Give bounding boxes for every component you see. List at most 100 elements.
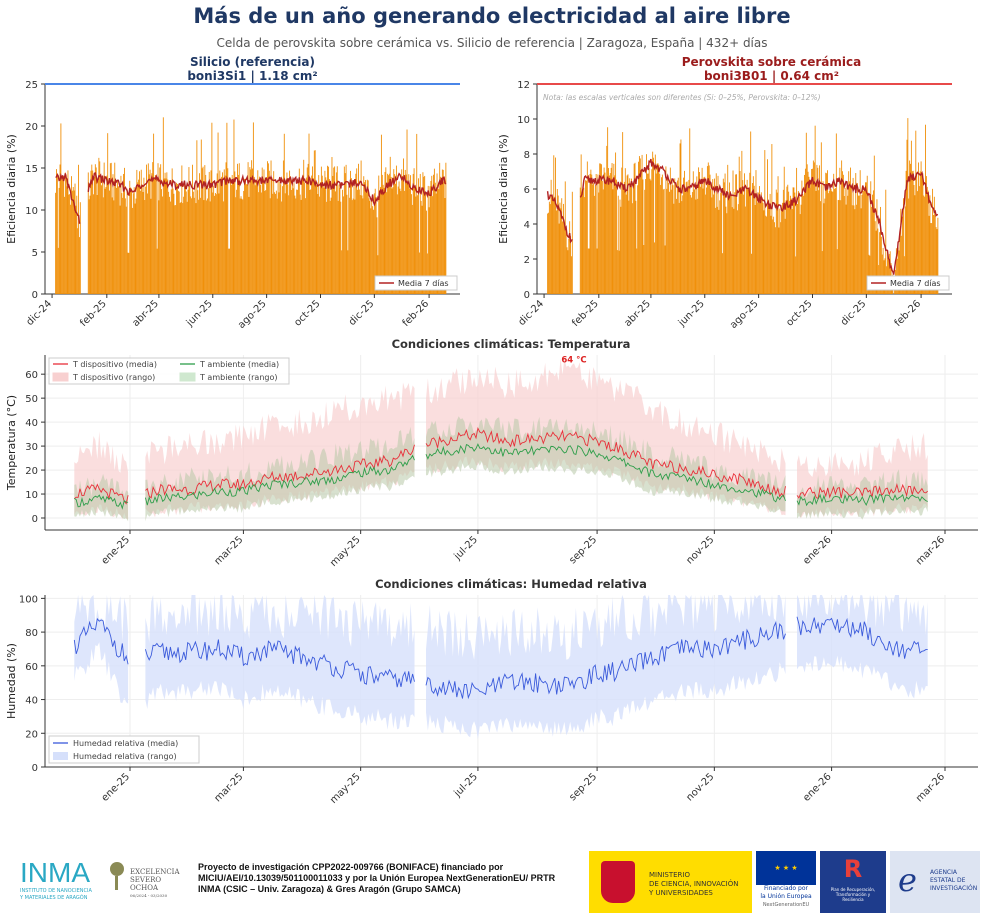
daily-efficiency-bar xyxy=(895,248,897,294)
daily-efficiency-bar xyxy=(109,190,110,294)
daily-efficiency-bar xyxy=(668,191,670,294)
daily-efficiency-bar xyxy=(770,215,772,294)
x-tick-label: ene-26 xyxy=(801,771,834,804)
daily-efficiency-bar xyxy=(736,210,738,294)
daily-efficiency-bar xyxy=(850,185,852,294)
daily-efficiency-bar xyxy=(828,190,830,294)
daily-efficiency-bar xyxy=(304,182,306,294)
daily-efficiency-bar xyxy=(674,178,676,294)
daily-efficiency-bar xyxy=(854,209,856,294)
daily-efficiency-bar xyxy=(353,184,355,294)
daily-efficiency-bar xyxy=(176,183,178,294)
daily-efficiency-bar xyxy=(589,173,591,294)
daily-efficiency-bar xyxy=(126,188,128,294)
daily-efficiency-bar xyxy=(431,175,433,294)
daily-efficiency-bar xyxy=(339,187,341,294)
daily-efficiency-bar xyxy=(323,187,325,294)
legend-label: T dispositivo (rango) xyxy=(72,373,155,382)
daily-efficiency-bar xyxy=(680,139,682,294)
daily-efficiency-bar xyxy=(813,162,815,294)
daily-efficiency-bar xyxy=(412,173,414,294)
daily-efficiency-bar xyxy=(671,179,673,294)
daily-efficiency-bar xyxy=(580,154,582,294)
daily-efficiency-bar xyxy=(796,167,798,294)
daily-efficiency-bar xyxy=(111,197,113,294)
daily-efficiency-bar xyxy=(622,132,624,294)
daily-efficiency-bar xyxy=(59,164,61,294)
daily-efficiency-bar xyxy=(741,150,743,294)
daily-efficiency-bar xyxy=(316,182,318,294)
daily-efficiency-bar xyxy=(178,191,180,294)
daily-efficiency-bar xyxy=(65,174,67,294)
page-subtitle: Celda de perovskita sobre cerámica vs. S… xyxy=(216,36,768,50)
daily-efficiency-bar xyxy=(207,188,209,294)
daily-efficiency-bar xyxy=(916,172,918,294)
daily-efficiency-bar xyxy=(184,185,186,294)
daily-efficiency-bar xyxy=(641,154,643,294)
daily-efficiency-bar xyxy=(107,133,109,294)
daily-efficiency-bar xyxy=(290,176,291,294)
daily-efficiency-bar xyxy=(154,175,156,294)
daily-efficiency-bar xyxy=(416,133,418,294)
daily-efficiency-bar xyxy=(348,186,350,294)
daily-efficiency-bar xyxy=(805,132,807,294)
daily-efficiency-bar xyxy=(150,198,152,294)
daily-efficiency-bar xyxy=(744,173,745,294)
daily-efficiency-bar xyxy=(198,199,200,294)
daily-efficiency-bar xyxy=(270,160,272,294)
daily-efficiency-bar xyxy=(192,164,193,294)
scale-note: Nota: las escalas verticales son diferen… xyxy=(543,93,821,102)
daily-efficiency-bar xyxy=(894,287,896,294)
daily-efficiency-bar xyxy=(933,196,935,294)
daily-efficiency-bar xyxy=(777,176,779,294)
daily-efficiency-bar xyxy=(729,191,731,294)
daily-efficiency-bar xyxy=(229,248,230,294)
legend-label: T ambiente (rango) xyxy=(199,373,278,382)
daily-efficiency-bar xyxy=(250,169,252,294)
daily-efficiency-bar xyxy=(375,197,377,294)
daily-efficiency-bar xyxy=(120,175,122,294)
daily-efficiency-bar xyxy=(168,191,170,294)
daily-efficiency-bar xyxy=(784,218,786,294)
daily-efficiency-bar xyxy=(346,194,348,294)
legend-swatch xyxy=(52,372,69,382)
daily-efficiency-bar xyxy=(787,184,789,294)
daily-efficiency-bar xyxy=(785,200,787,294)
daily-efficiency-bar xyxy=(157,163,159,294)
daily-efficiency-bar xyxy=(190,196,192,294)
daily-efficiency-bar xyxy=(834,188,836,294)
daily-efficiency-bar xyxy=(847,195,849,294)
daily-efficiency-bar xyxy=(301,177,303,294)
daily-efficiency-bar xyxy=(93,177,95,294)
daily-efficiency-bar xyxy=(729,182,730,294)
daily-efficiency-bar xyxy=(347,250,349,294)
x-tick-label: abr-25 xyxy=(622,298,653,329)
severo-ochoa-logo: EXCELENCIA SEVERO OCHOA 06/2024 - 03/203… xyxy=(130,868,180,900)
daily-efficiency-bar xyxy=(211,122,213,294)
daily-efficiency-bar xyxy=(61,177,63,294)
daily-efficiency-bar xyxy=(816,164,818,294)
daily-efficiency-bar xyxy=(410,175,412,294)
daily-efficiency-bar xyxy=(732,170,734,294)
daily-efficiency-bar xyxy=(665,166,667,294)
daily-efficiency-bar xyxy=(299,194,301,294)
daily-efficiency-bar xyxy=(613,163,615,294)
daily-efficiency-bar xyxy=(696,176,698,294)
daily-efficiency-bar xyxy=(210,170,212,294)
daily-efficiency-bar xyxy=(219,170,221,294)
daily-efficiency-bar xyxy=(96,194,98,294)
daily-efficiency-bar xyxy=(645,179,647,294)
daily-efficiency-bar xyxy=(161,189,163,294)
daily-efficiency-bar xyxy=(717,175,719,294)
daily-efficiency-bar xyxy=(215,194,217,294)
legend: Media 7 días xyxy=(866,275,950,291)
daily-efficiency-bar xyxy=(121,193,123,294)
daily-efficiency-bar xyxy=(245,184,247,294)
daily-efficiency-bar xyxy=(727,164,729,294)
daily-efficiency-bar xyxy=(652,151,654,294)
mean-7d-line xyxy=(546,158,939,275)
daily-efficiency-bar xyxy=(208,171,210,294)
daily-efficiency-bar xyxy=(305,198,306,294)
daily-efficiency-bar xyxy=(101,179,103,294)
daily-efficiency-bar xyxy=(633,163,635,294)
